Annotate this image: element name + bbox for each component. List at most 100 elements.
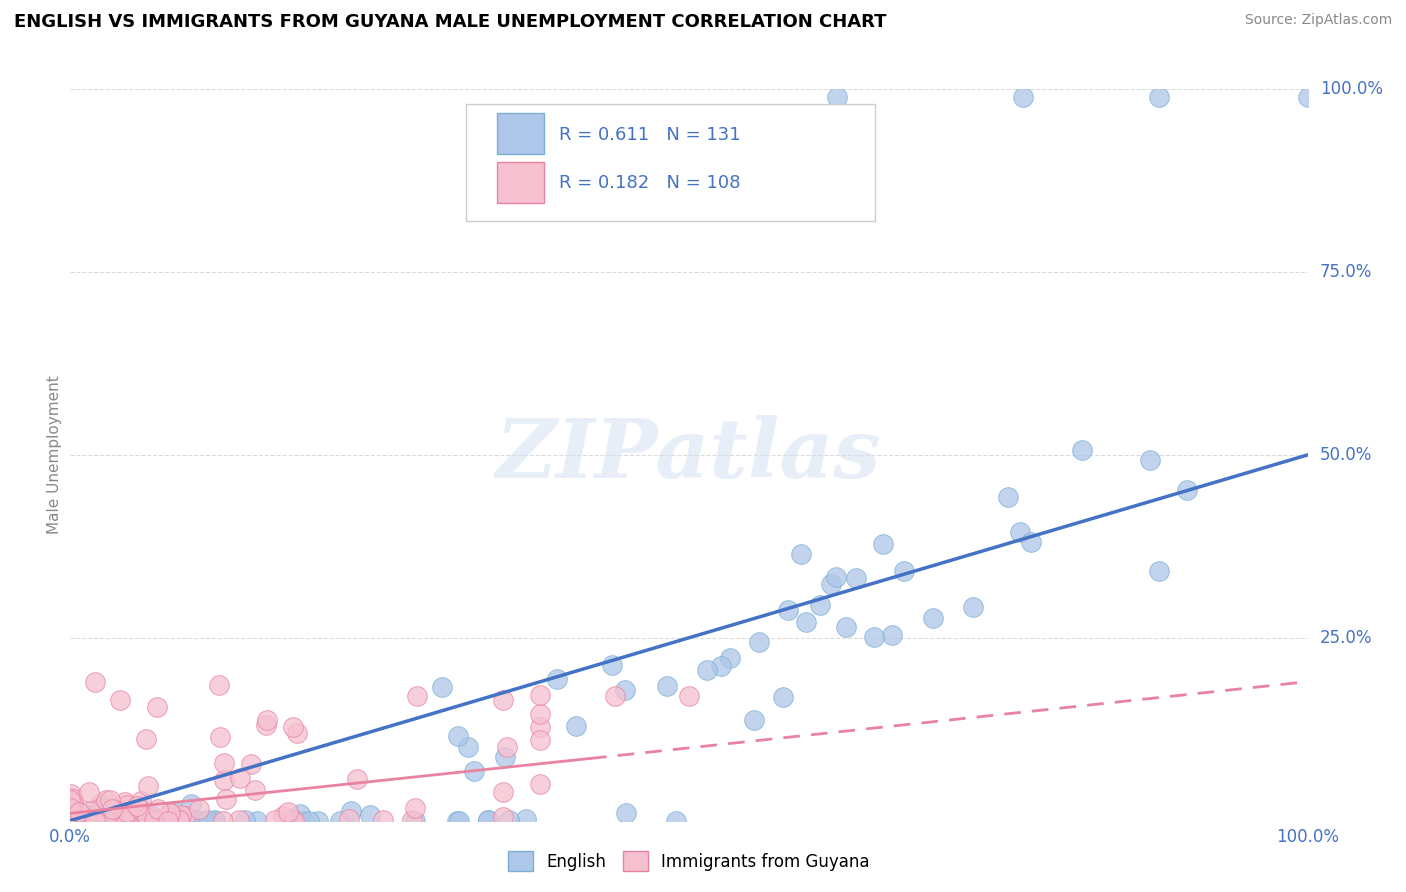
Point	[146, 801, 169, 815]
Point	[174, 809, 197, 823]
Point	[808, 598, 831, 612]
Point	[283, 814, 305, 828]
Point	[432, 681, 454, 695]
Point	[208, 678, 231, 692]
Point	[100, 812, 122, 826]
Text: 75.0%: 75.0%	[1320, 263, 1372, 281]
Point	[215, 792, 238, 806]
Point	[108, 813, 131, 827]
Bar	[498, 162, 544, 202]
Point	[60, 814, 83, 828]
Point	[127, 814, 149, 828]
Text: R = 0.611   N = 131: R = 0.611 N = 131	[560, 126, 741, 144]
Point	[285, 725, 308, 739]
Point	[104, 814, 127, 828]
Point	[835, 620, 858, 634]
Point	[73, 814, 96, 828]
Point	[346, 772, 368, 786]
Point	[162, 814, 184, 828]
Point	[271, 809, 294, 823]
Point	[229, 771, 252, 785]
Point	[146, 700, 169, 714]
Point	[492, 785, 515, 799]
Point	[112, 814, 135, 828]
Point	[893, 564, 915, 578]
Point	[184, 813, 207, 827]
Point	[60, 813, 83, 827]
Point	[655, 679, 678, 693]
Point	[529, 720, 551, 734]
Point	[174, 814, 197, 828]
Point	[108, 813, 131, 827]
Y-axis label: Male Unemployment: Male Unemployment	[46, 376, 62, 534]
Point	[89, 797, 111, 811]
Point	[449, 814, 471, 828]
Point	[197, 813, 219, 827]
Point	[169, 808, 191, 822]
Point	[60, 814, 83, 828]
Point	[60, 794, 83, 808]
Point	[1021, 535, 1043, 549]
Point	[148, 813, 170, 827]
Point	[246, 814, 269, 828]
Point	[59, 807, 82, 822]
Point	[790, 547, 813, 561]
Point	[131, 813, 153, 827]
Point	[60, 808, 83, 822]
Point	[62, 813, 84, 827]
Bar	[498, 113, 544, 153]
Point	[794, 615, 817, 629]
Point	[546, 672, 568, 686]
Point	[180, 797, 202, 812]
Point	[187, 814, 209, 828]
Point	[62, 814, 84, 828]
Point	[494, 749, 516, 764]
Point	[108, 693, 131, 707]
Point	[214, 756, 236, 771]
Point	[59, 813, 82, 827]
Point	[60, 801, 83, 815]
Text: 100.0%: 100.0%	[1320, 80, 1384, 98]
Point	[167, 813, 190, 827]
Point	[105, 812, 128, 826]
Point	[529, 688, 551, 702]
Point	[59, 800, 82, 814]
Point	[825, 570, 848, 584]
Point	[70, 814, 93, 828]
Point	[146, 814, 169, 828]
Point	[94, 814, 117, 828]
Point	[115, 805, 138, 820]
Point	[94, 805, 117, 819]
Point	[59, 799, 82, 814]
Point	[65, 814, 87, 828]
Point	[371, 813, 394, 827]
Point	[115, 797, 138, 812]
Point	[120, 814, 142, 828]
Point	[83, 813, 105, 827]
Point	[1147, 89, 1170, 103]
Point	[404, 814, 426, 828]
Point	[72, 813, 94, 827]
Point	[94, 814, 117, 828]
Point	[696, 663, 718, 677]
Point	[115, 813, 138, 827]
Point	[264, 814, 287, 828]
Point	[60, 800, 83, 814]
Point	[62, 812, 84, 826]
Point	[67, 813, 90, 827]
Point	[121, 812, 143, 826]
Point	[233, 814, 256, 828]
Point	[298, 814, 321, 828]
Point	[82, 808, 104, 822]
Point	[254, 718, 277, 732]
Point	[135, 810, 157, 824]
Point	[614, 805, 637, 820]
Point	[84, 814, 107, 828]
Point	[96, 793, 118, 807]
Point	[67, 814, 90, 828]
Point	[79, 804, 101, 818]
Point	[60, 814, 83, 828]
Point	[76, 814, 98, 828]
Point	[107, 814, 129, 828]
Point	[91, 800, 114, 814]
